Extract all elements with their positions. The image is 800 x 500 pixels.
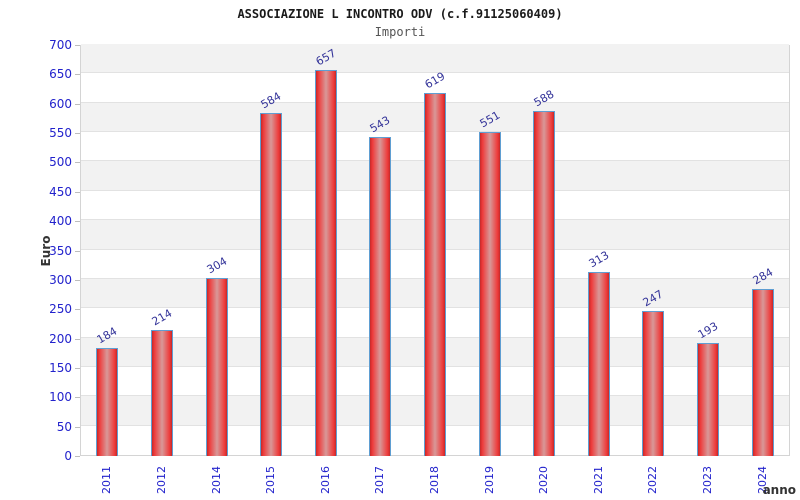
y-tick-label: 500 bbox=[49, 155, 72, 170]
y-tick-mark bbox=[75, 426, 80, 428]
x-tick-label: 2016 bbox=[318, 466, 332, 494]
bar-2012 bbox=[150, 330, 173, 456]
y-tick-mark bbox=[75, 309, 80, 311]
x-tick-label: 2012 bbox=[154, 466, 168, 494]
bar-2019 bbox=[478, 132, 501, 456]
y-tick-mark bbox=[75, 456, 80, 457]
y-tick-mark bbox=[75, 103, 80, 105]
bar-2011 bbox=[96, 347, 119, 456]
chart-subtitle: Importi bbox=[374, 25, 426, 39]
x-tick-label: 2018 bbox=[428, 466, 441, 494]
y-tick-mark bbox=[75, 250, 80, 252]
y-tick-mark bbox=[75, 367, 80, 369]
bar-2024 bbox=[751, 289, 774, 456]
x-tick-label: 2017 bbox=[373, 466, 387, 494]
y-tick-mark bbox=[75, 162, 80, 164]
y-tick-mark bbox=[75, 338, 80, 340]
y-tick-label: 650 bbox=[49, 67, 72, 82]
y-tick-label: 0 bbox=[64, 449, 72, 463]
bar-2021 bbox=[587, 272, 610, 456]
y-tick-mark bbox=[75, 221, 80, 223]
y-tick-label: 400 bbox=[49, 214, 72, 229]
y-tick-mark bbox=[75, 191, 80, 193]
bar-2014 bbox=[205, 277, 228, 456]
x-tick-label: 2011 bbox=[100, 466, 114, 494]
x-tick-label: 2014 bbox=[209, 466, 223, 494]
plot-band bbox=[81, 44, 789, 74]
y-tick-label: 700 bbox=[49, 38, 72, 52]
y-tick-label: 150 bbox=[49, 360, 72, 375]
x-tick-label: 2022 bbox=[646, 466, 660, 494]
y-tick-label: 350 bbox=[49, 243, 72, 258]
bar-2016 bbox=[314, 70, 337, 456]
bar-2020 bbox=[533, 110, 556, 456]
x-tick-label: 2023 bbox=[701, 466, 715, 494]
x-axis-label: anno bbox=[762, 483, 796, 497]
x-tick-label: 2015 bbox=[264, 466, 278, 494]
x-tick-label: 2019 bbox=[482, 466, 496, 494]
y-tick-label: 300 bbox=[49, 272, 72, 287]
y-tick-label: 50 bbox=[56, 419, 72, 434]
y-tick-label: 600 bbox=[49, 96, 72, 111]
y-tick-label: 100 bbox=[49, 390, 72, 405]
y-tick-mark bbox=[75, 279, 80, 281]
y-tick-label: 550 bbox=[49, 126, 72, 141]
bar-2018 bbox=[424, 92, 446, 456]
y-tick-mark bbox=[75, 45, 80, 46]
y-tick-mark bbox=[75, 397, 80, 399]
x-tick-label: 2021 bbox=[591, 466, 605, 494]
y-axis-label: Euro bbox=[39, 235, 53, 267]
y-tick-label: 250 bbox=[49, 302, 72, 317]
bar-2017 bbox=[369, 137, 392, 456]
bar-2015 bbox=[260, 113, 283, 456]
y-tick-label: 450 bbox=[49, 184, 72, 199]
x-tick-label: 2020 bbox=[537, 466, 551, 494]
y-tick-mark bbox=[75, 133, 80, 135]
y-tick-mark bbox=[75, 74, 80, 76]
chart-title: ASSOCIAZIONE L INCONTRO ODV (c.f.9112506… bbox=[237, 7, 563, 21]
bar-2022 bbox=[642, 310, 665, 456]
gridline bbox=[81, 72, 789, 74]
y-tick-label: 200 bbox=[49, 331, 72, 346]
bar-2023 bbox=[697, 342, 720, 456]
